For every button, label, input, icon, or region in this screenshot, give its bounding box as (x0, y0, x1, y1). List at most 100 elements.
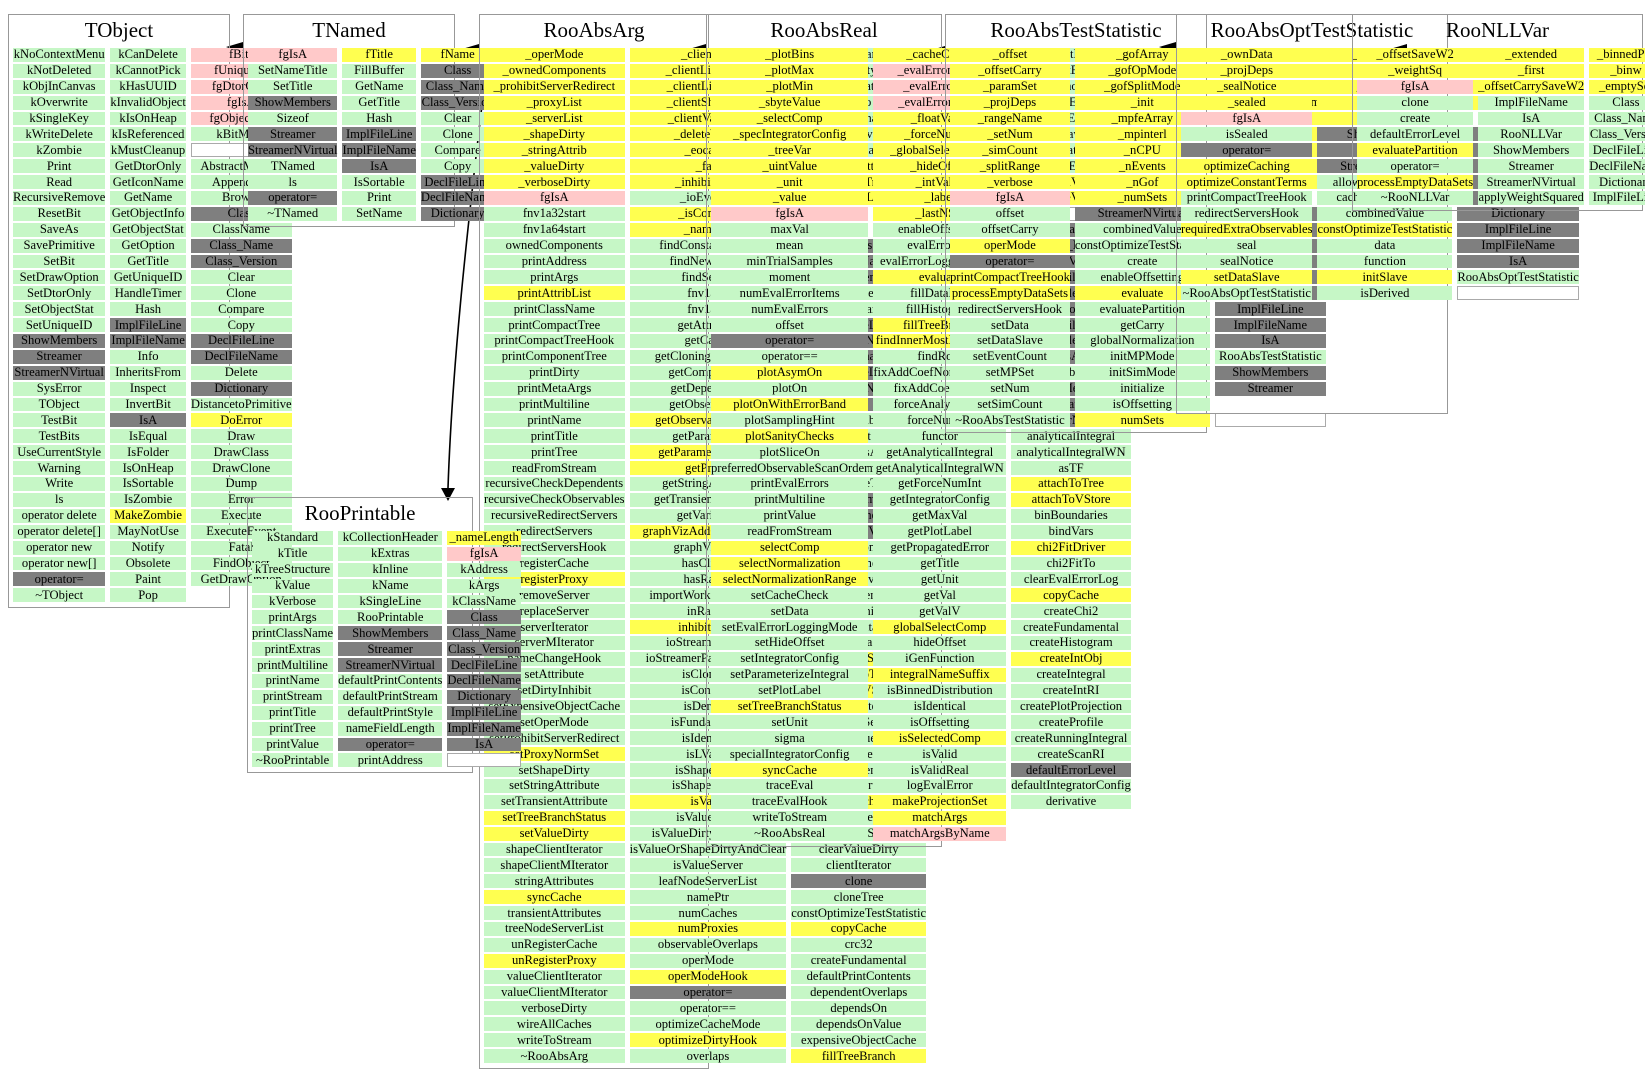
member-cell: HandleTimer (110, 286, 186, 301)
member-cell: fnv1a64start (484, 223, 625, 237)
member-cell: isDerived (1317, 286, 1453, 301)
member-cell: integralNameSuffix (873, 668, 1007, 682)
member-cell: _sealNotice (1181, 80, 1313, 94)
member-cell: printExtras (252, 642, 334, 657)
member-cell: Compare (420, 143, 495, 158)
member-cell: isIdentical (873, 700, 1007, 714)
member-cell: setTreeBranchStatus (484, 811, 625, 825)
member-cell: analyticalIntegralWN (1011, 445, 1131, 460)
member-cell: IsA (447, 738, 521, 752)
member-cell: SetDtorOnly (13, 286, 106, 301)
member-cell: Sizeof (248, 112, 338, 126)
member-cell: IsA (110, 413, 186, 428)
member-cell: optimizeCaching (1181, 159, 1313, 174)
member-cell: TObject (13, 398, 106, 412)
member-grid: kNoContextMenu kCanDelete fBits kNotDeleted… (9, 46, 292, 607)
member-cell: Dictionary (447, 690, 521, 704)
member-cell: numCaches (629, 906, 787, 920)
member-cell: _treeVar (711, 143, 869, 158)
member-cell: _verbose (950, 175, 1070, 190)
member-cell: operator delete (13, 509, 106, 523)
member-cell: setPlotLabel (711, 684, 869, 698)
member-cell: fgIsA (1357, 80, 1474, 94)
member-cell: _shapeDirty (484, 127, 625, 142)
member-cell: Class (1589, 96, 1645, 110)
member-cell: requiredExtraObservables (1181, 222, 1313, 237)
member-cell: specialIntegratorConfig (711, 747, 869, 762)
member-cell: printClassName (484, 302, 625, 317)
member-cell: setDataSlave (1181, 270, 1313, 285)
member-cell: create (1357, 112, 1474, 126)
member-cell: Inspect (110, 382, 186, 396)
member-cell: defaultPrintStyle (338, 706, 443, 720)
member-cell: processEmptyDataSets (1357, 174, 1474, 190)
member-cell: _emptySet (1589, 80, 1645, 94)
member-cell: kValue (252, 579, 334, 593)
member-cell: defaultPrintStream (338, 690, 443, 704)
member-cell: shapeClientMIterator (484, 858, 625, 873)
member-cell: SetName (342, 207, 416, 221)
member-cell: leafNodeServerList (629, 874, 787, 889)
member-cell: operModeHook (629, 970, 787, 984)
member-cell: createIntObj (1011, 652, 1131, 666)
member-cell: Class_Version (420, 95, 495, 110)
member-cell: Warning (13, 461, 106, 476)
member-cell: Class_Version (447, 641, 521, 657)
member-cell: derivative (1011, 795, 1131, 809)
member-cell: stringAttributes (484, 874, 625, 889)
member-cell: _ownedComponents (484, 64, 625, 78)
member-cell: clone (1357, 96, 1474, 110)
member-cell: printValue (252, 738, 334, 752)
member-cell: GetObjectInfo (110, 206, 186, 221)
member-cell: _binw (1589, 64, 1645, 78)
member-cell: _extended (1478, 48, 1585, 62)
member-cell: kMustCleanup (110, 142, 186, 158)
member-cell: namePtr (629, 890, 787, 905)
member-cell: applyWeightSquared (1478, 190, 1585, 205)
member-cell: Dictionary (190, 382, 292, 396)
member-cell: printMultiline (252, 658, 334, 673)
member-cell: _offsetCarry (950, 64, 1070, 78)
member-cell: SysError (13, 382, 106, 396)
member-cell: defaultPrintContents (791, 970, 927, 984)
member-cell: setMPSet (950, 366, 1070, 380)
member-cell: DrawClone (190, 461, 292, 476)
member-cell: kArgs (447, 579, 521, 593)
member-cell: printTitle (252, 706, 334, 720)
member-cell: operator= (950, 255, 1070, 269)
member-cell: _verboseDirty (484, 175, 625, 190)
class-title: RooAbsReal (770, 18, 878, 42)
member-cell: ImplFileName (1478, 96, 1585, 110)
member-cell: getForceNumInt (873, 477, 1007, 491)
member-cell: GetObjectStat (110, 223, 186, 237)
member-cell: GetDtorOnly (110, 159, 186, 174)
member-cell: ~TNamed (248, 207, 338, 221)
member-cell: sigma (711, 731, 869, 746)
member-cell: kNotDeleted (13, 64, 106, 78)
member-cell: matchArgs (873, 811, 1007, 825)
member-cell: Info (110, 350, 186, 364)
member-cell: Hash (342, 112, 416, 126)
member-cell: selectComp (711, 541, 869, 555)
member-cell: hideOffset (873, 636, 1007, 650)
class-title: TObject (84, 18, 154, 42)
member-cell: RooPrintable (338, 610, 443, 625)
member-cell: printCompactTreeHook (950, 269, 1070, 285)
member-cell: syncCache (711, 763, 869, 777)
member-cell: setDataSlave (950, 334, 1070, 348)
member-grid: fgIsA fTitle fName SetNameTitle FillBuffer Cl… (244, 46, 495, 226)
member-cell: Class (420, 64, 495, 78)
member-cell: fgIsA (711, 207, 869, 221)
member-cell: operator new (13, 541, 106, 555)
member-cell: valueClientMIterator (484, 986, 625, 1000)
member-cell: verboseDirty (484, 1001, 625, 1016)
member-cell: _serverList (484, 112, 625, 126)
member-cell: StreamerNVirtual (338, 658, 443, 673)
member-cell: kWriteDelete (13, 127, 106, 142)
member-cell: redirectServersHook (950, 302, 1070, 317)
member-cell: numEvalErrors (711, 302, 869, 317)
member-cell: kTitle (252, 547, 334, 561)
member-cell: setCacheCheck (711, 588, 869, 603)
member-cell: operator= (711, 334, 869, 348)
